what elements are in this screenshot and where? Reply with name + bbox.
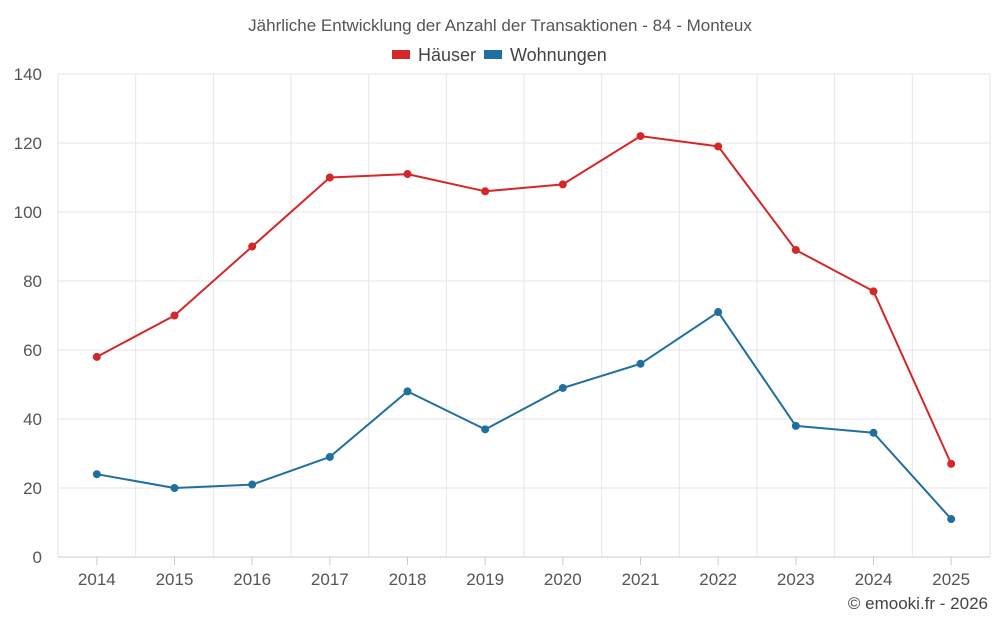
data-point-wohnungen[interactable]: [869, 428, 878, 437]
y-tick-label: 80: [23, 272, 42, 291]
data-point-hauser[interactable]: [92, 352, 101, 361]
data-point-hauser[interactable]: [481, 187, 490, 196]
legend: Häuser Wohnungen: [392, 45, 607, 65]
legend-label-hauser: Häuser: [418, 45, 476, 65]
data-point-wohnungen[interactable]: [403, 387, 412, 396]
series: [92, 132, 956, 524]
data-point-wohnungen[interactable]: [791, 421, 800, 430]
series-line-wohnungen: [96, 311, 952, 520]
series-line-hauser: [96, 135, 953, 465]
x-tick-label: 2020: [544, 570, 582, 589]
data-point-hauser[interactable]: [558, 180, 567, 189]
credit-text: © emooki.fr - 2026: [848, 594, 988, 613]
chart-title: Jährliche Entwicklung der Anzahl der Tra…: [248, 16, 752, 35]
x-tick-label: 2022: [699, 570, 737, 589]
x-tick-label: 2017: [311, 570, 349, 589]
y-tick-label: 60: [23, 341, 42, 360]
data-point-wohnungen[interactable]: [636, 359, 645, 368]
data-point-hauser[interactable]: [869, 287, 878, 296]
grid: [57, 73, 991, 557]
y-tick-label: 120: [14, 134, 42, 153]
data-point-hauser[interactable]: [947, 459, 956, 468]
x-tick-label: 2021: [622, 570, 660, 589]
data-point-hauser[interactable]: [325, 173, 334, 182]
data-point-hauser[interactable]: [170, 311, 179, 320]
data-point-hauser[interactable]: [636, 132, 645, 141]
data-point-wohnungen[interactable]: [714, 308, 723, 317]
legend-item-hauser[interactable]: Häuser: [392, 45, 476, 65]
data-point-wohnungen[interactable]: [325, 452, 334, 461]
data-point-hauser[interactable]: [248, 242, 257, 251]
data-point-hauser[interactable]: [714, 142, 723, 151]
x-tick-label: 2018: [389, 570, 427, 589]
x-tick-label: 2024: [855, 570, 893, 589]
y-tick-label: 100: [14, 203, 42, 222]
data-point-wohnungen[interactable]: [481, 425, 490, 434]
legend-swatch-wohnungen: [484, 50, 502, 59]
data-point-hauser[interactable]: [791, 245, 800, 254]
data-point-wohnungen[interactable]: [248, 480, 257, 489]
y-tick-label: 140: [14, 65, 42, 84]
data-point-wohnungen[interactable]: [558, 383, 567, 392]
data-point-wohnungen[interactable]: [92, 470, 101, 479]
y-tick-label: 40: [23, 410, 42, 429]
legend-label-wohnungen: Wohnungen: [510, 45, 607, 65]
x-tick-label: 2015: [156, 570, 194, 589]
axes: 0 20 40 60 80 100 120 140 2014 2015 2016 2017 2018 20…: [14, 65, 990, 589]
legend-swatch-hauser: [392, 50, 410, 59]
x-tick-label: 2023: [777, 570, 815, 589]
x-tick-label: 2016: [233, 570, 271, 589]
data-point-wohnungen[interactable]: [170, 484, 179, 492]
y-tick-label: 20: [23, 479, 42, 498]
x-tick-label: 2025: [932, 570, 970, 589]
x-tick-label: 2014: [78, 570, 116, 589]
data-point-wohnungen[interactable]: [947, 515, 956, 524]
legend-item-wohnungen[interactable]: Wohnungen: [484, 45, 607, 65]
y-tick-label: 0: [33, 548, 42, 567]
x-tick-label: 2019: [466, 570, 504, 589]
data-point-hauser[interactable]: [403, 170, 412, 179]
